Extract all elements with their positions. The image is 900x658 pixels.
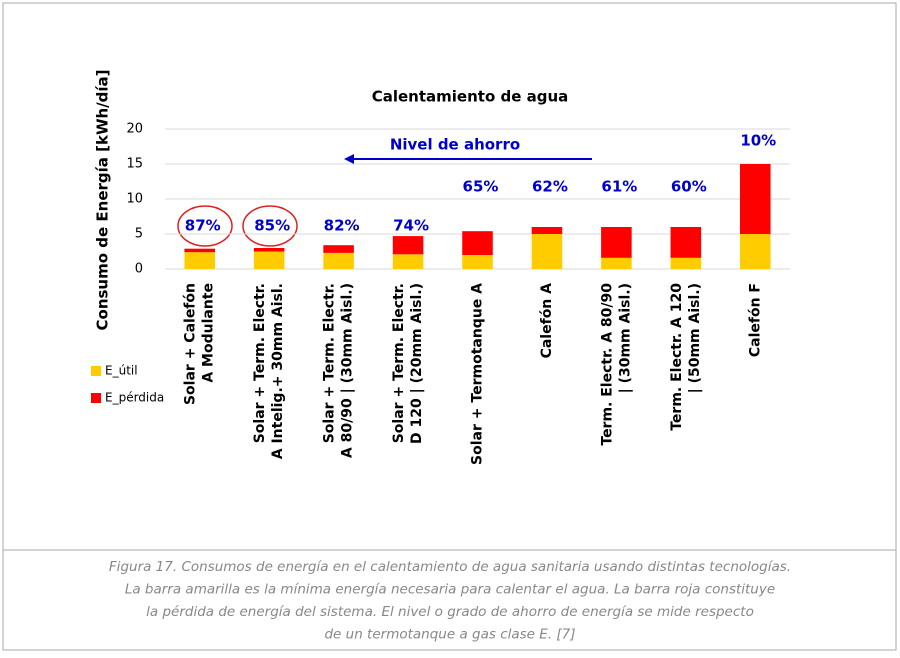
chart-title: Calentamiento de agua bbox=[372, 88, 569, 106]
bar-segment bbox=[670, 227, 702, 258]
x-tick-label: D 120 | (20mm Aisl.) bbox=[409, 283, 425, 444]
data-label: 60% bbox=[671, 178, 707, 196]
legend-label: E_útil bbox=[105, 364, 138, 378]
data-label: 65% bbox=[463, 178, 499, 196]
bar-segment bbox=[740, 234, 771, 269]
bar-segment bbox=[462, 231, 493, 255]
caption-line: de un termotanque a gas clase E. [7] bbox=[324, 627, 575, 643]
data-label: 10% bbox=[740, 132, 776, 150]
bar-segment bbox=[601, 227, 632, 258]
bar-segment bbox=[392, 254, 424, 269]
bar-segment bbox=[601, 257, 632, 269]
x-tick-label: Solar + Calefón bbox=[183, 283, 199, 405]
x-tick-label: Solar + Termotanque A bbox=[470, 283, 486, 465]
arrow-head bbox=[344, 154, 354, 164]
x-tick-label: A Intelig.+ 30mm Aisl. bbox=[270, 283, 286, 459]
bar-segment bbox=[740, 164, 771, 234]
bar-segment bbox=[184, 252, 215, 269]
x-tick-label: Term. Electr. A 80/90 bbox=[599, 283, 615, 446]
bar-segment bbox=[184, 248, 215, 253]
data-label: 82% bbox=[324, 217, 360, 235]
bar-segment bbox=[531, 227, 563, 234]
caption-line: Figura 17. Consumos de energía en el cal… bbox=[109, 559, 791, 575]
x-tick-label: | (30mm Aisl.) bbox=[617, 283, 633, 393]
caption-line: la pérdida de energía del sistema. El ni… bbox=[146, 604, 754, 620]
x-tick-label: Calefón A bbox=[539, 283, 555, 359]
x-tick-label: Calefón F bbox=[747, 283, 763, 357]
bar-segment bbox=[323, 252, 354, 269]
x-tick-label: Solar + Term. Electr. bbox=[252, 283, 268, 443]
data-label: 74% bbox=[393, 217, 429, 235]
y-tick-label: 0 bbox=[135, 262, 143, 277]
bar-segment bbox=[253, 251, 285, 269]
x-tick-label: Solar + Term. Electr. bbox=[322, 283, 338, 443]
bar-segment bbox=[323, 245, 354, 253]
y-tick-label: 5 bbox=[135, 227, 143, 242]
bar-segment bbox=[253, 248, 285, 252]
legend-label: E_pérdida bbox=[105, 391, 164, 405]
x-tick-label: A Modulante bbox=[201, 283, 217, 383]
data-label: 87% bbox=[185, 217, 221, 235]
bar-segment bbox=[670, 257, 702, 269]
data-label: 62% bbox=[532, 178, 568, 196]
legend-swatch bbox=[91, 366, 101, 376]
x-tick-label: | (50mm Aisl.) bbox=[687, 283, 703, 393]
highlight bbox=[242, 205, 298, 247]
bar-segment bbox=[531, 234, 563, 269]
caption-line: La barra amarilla es la mínima energía n… bbox=[125, 582, 775, 598]
legend-swatch bbox=[91, 393, 101, 403]
highlight bbox=[177, 205, 233, 247]
bar-segment bbox=[392, 236, 424, 255]
bar-segment bbox=[462, 255, 493, 269]
y-tick-label: 20 bbox=[126, 122, 143, 137]
data-label: 85% bbox=[254, 217, 290, 235]
data-label: 61% bbox=[601, 178, 637, 196]
annotation: Nivel de ahorro bbox=[390, 136, 520, 154]
y-tick-label: 15 bbox=[126, 157, 143, 172]
y-tick-label: 10 bbox=[126, 192, 143, 207]
x-tick-label: A 80/90 | (30mm Aisl.) bbox=[340, 283, 356, 458]
y-axis-label: Consumo de Energía [kWh/día] bbox=[94, 70, 112, 331]
x-tick-label: Term. Electr. A 120 bbox=[669, 283, 685, 431]
x-tick-label: Solar + Term. Electr. bbox=[391, 283, 407, 443]
